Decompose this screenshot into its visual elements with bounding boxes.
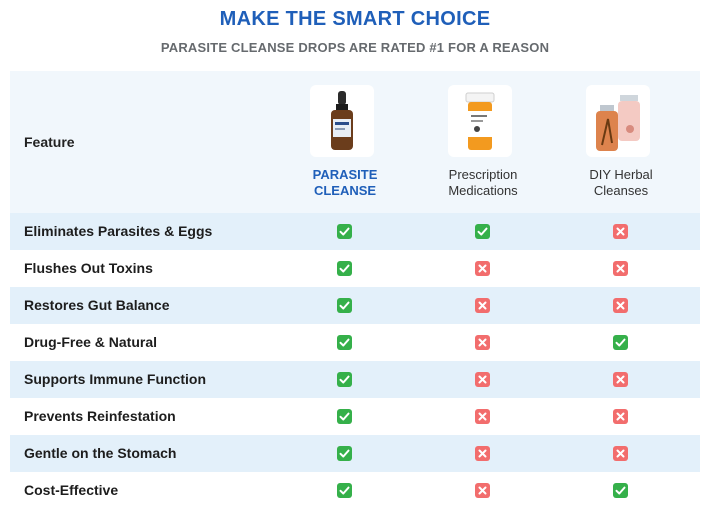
cross-icon <box>475 483 490 498</box>
herbal-jars-icon <box>586 85 650 157</box>
pill-bottle-icon <box>448 85 512 157</box>
check-icon <box>337 261 352 276</box>
check-icon <box>337 224 352 239</box>
cross-icon <box>613 224 628 239</box>
cross-icon <box>475 261 490 276</box>
table-row: Eliminates Parasites & Eggs <box>10 213 700 250</box>
column-prescription-medications: Prescription Medications <box>414 71 552 213</box>
feature-column-header: Feature <box>24 134 75 150</box>
check-icon <box>337 335 352 350</box>
feature-name: Gentle on the Stomach <box>24 445 177 461</box>
cross-icon <box>475 335 490 350</box>
column-diy-herbal-cleanses: DIY Herbal Cleanses <box>552 71 690 213</box>
check-icon <box>337 446 352 461</box>
feature-name: Drug-Free & Natural <box>24 334 158 350</box>
table-row: Supports Immune Function <box>10 361 700 398</box>
cross-icon <box>613 261 628 276</box>
check-icon <box>613 483 628 498</box>
table-row: Drug-Free & Natural <box>10 324 700 361</box>
cross-icon <box>475 446 490 461</box>
cross-icon <box>475 409 490 424</box>
column-label: Prescription Medications <box>448 167 518 198</box>
feature-name: Supports Immune Function <box>24 371 206 387</box>
column-label: DIY Herbal Cleanses <box>589 167 653 198</box>
cross-icon <box>613 409 628 424</box>
feature-name: Prevents Reinfestation <box>24 408 176 424</box>
cross-icon <box>475 372 490 387</box>
feature-name: Flushes Out Toxins <box>24 260 153 276</box>
feature-name: Eliminates Parasites & Eggs <box>24 223 213 239</box>
check-icon <box>475 224 490 239</box>
table-row: Restores Gut Balance <box>10 287 700 324</box>
column-label: PARASITE CLEANSE <box>312 167 378 198</box>
page-title: MAKE THE SMART CHOICE <box>219 8 491 30</box>
table-row: Gentle on the Stomach <box>10 435 700 472</box>
cross-icon <box>475 298 490 313</box>
check-icon <box>337 298 352 313</box>
table-row: Flushes Out Toxins <box>10 250 700 287</box>
column-parasite-cleanse: PARASITE CLEANSE <box>276 71 414 213</box>
cross-icon <box>613 298 628 313</box>
table-row: Prevents Reinfestation <box>10 398 700 435</box>
dropper-bottle-icon <box>310 85 374 157</box>
cross-icon <box>613 372 628 387</box>
check-icon <box>337 409 352 424</box>
check-icon <box>337 483 352 498</box>
check-icon <box>337 372 352 387</box>
feature-name: Restores Gut Balance <box>24 297 170 313</box>
feature-name: Cost-Effective <box>24 482 119 498</box>
cross-icon <box>613 446 628 461</box>
page-subtitle: PARASITE CLEANSE DROPS ARE RATED #1 FOR … <box>160 40 550 55</box>
comparison-header: Feature PARASITE CLEANSE <box>10 71 700 213</box>
table-row: Cost-Effective <box>10 472 700 509</box>
check-icon <box>613 335 628 350</box>
